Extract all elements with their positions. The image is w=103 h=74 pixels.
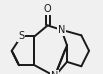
Text: O: O (44, 4, 51, 14)
Text: N: N (51, 71, 59, 74)
Text: N: N (58, 25, 65, 35)
Text: S: S (18, 31, 24, 41)
